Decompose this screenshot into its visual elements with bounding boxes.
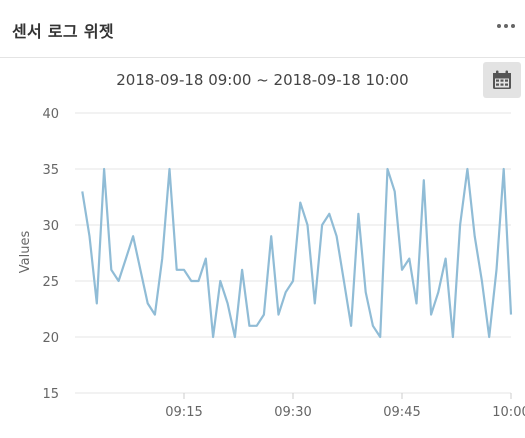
calendar-button[interactable] — [483, 62, 521, 98]
more-dot — [511, 24, 515, 28]
y-tick-label: 25 — [42, 275, 59, 290]
widget-header: 센서 로그 위젯 — [0, 0, 525, 58]
y-tick-label: 35 — [42, 163, 59, 178]
date-range-label: 2018-09-18 09:00 ~ 2018-09-18 10:00 — [116, 71, 409, 89]
more-horizontal-icon[interactable] — [497, 20, 515, 32]
y-axis-ticks: 15 20 25 30 35 40 — [42, 107, 59, 402]
y-tick-label: 40 — [42, 107, 59, 122]
x-tick-label: 09:15 — [165, 405, 202, 420]
calendar-icon — [493, 70, 511, 89]
x-axis-ticks: 09:15 09:30 09:45 10:00 — [165, 393, 525, 420]
series-line — [81, 167, 513, 339]
x-tick-label: 09:45 — [383, 405, 420, 420]
grid-lines — [75, 112, 511, 394]
y-tick-label: 30 — [42, 219, 59, 234]
x-tick-label: 10:00 — [492, 405, 525, 420]
y-tick-label: 15 — [42, 387, 59, 402]
y-axis-title: Values — [18, 231, 33, 274]
more-dot — [497, 24, 501, 28]
widget-title: 센서 로그 위젯 — [12, 22, 114, 41]
more-dot — [504, 24, 508, 28]
y-tick-label: 20 — [42, 331, 59, 346]
x-tick-label: 09:30 — [274, 405, 311, 420]
series-layer — [81, 167, 513, 339]
